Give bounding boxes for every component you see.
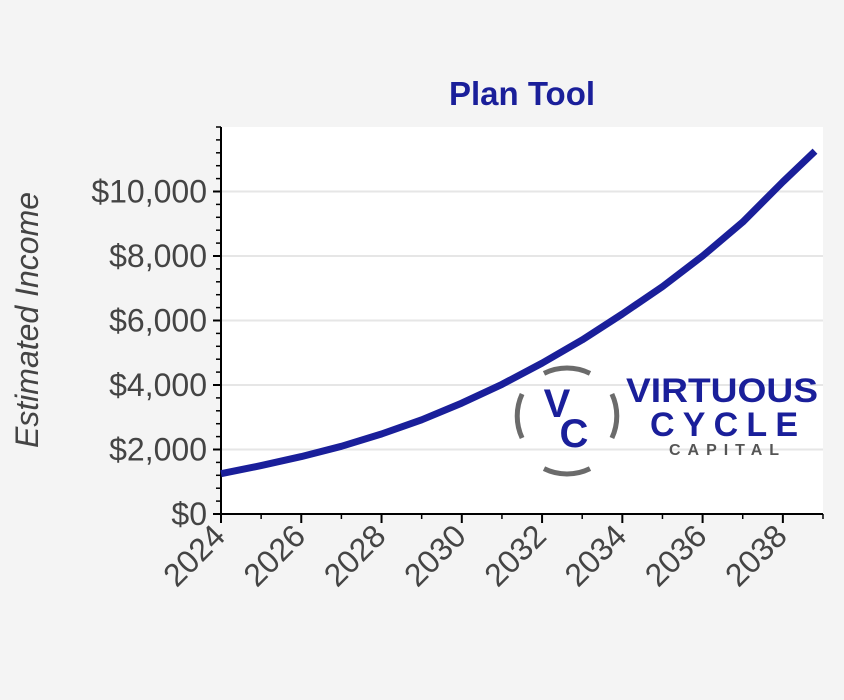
logo-monogram-v: V [544,382,571,426]
x-tick-label: 2034 [557,517,633,593]
chart-title: Plan Tool [449,75,595,112]
x-tick-label: 2028 [317,517,393,593]
x-tick-label: 2026 [236,517,312,593]
logo-word-cycle: CYCLE [650,406,798,444]
x-tick-label: 2024 [156,517,232,593]
x-tick-label: 2036 [638,517,714,593]
logo-ring [514,365,620,477]
y-ticks: $0 $2,000 $4,000 $6,000 $8,000 $10,000 [91,126,221,532]
x-tick-label: 2032 [477,517,553,593]
series-layer [220,148,818,478]
x-tick-label: 2038 [718,517,794,593]
y-tick-label: $2,000 [109,432,207,468]
y-tick-label: $0 [171,496,207,532]
logo-word-capital: CAPITAL [669,442,779,459]
y-tick-label: $8,000 [109,238,207,274]
x-tick-label: 2030 [397,517,473,593]
income-series-line [220,148,818,478]
y-axis-title: Estimated Income [9,192,45,448]
y-tick-label: $10,000 [91,174,207,210]
y-tick-label: $4,000 [109,367,207,403]
y-tick-label: $6,000 [109,303,207,339]
x-ticks: 2024 2026 2028 2030 2032 2034 2036 2038 [156,514,824,593]
logo-word-virtuous: VIRTUOUS [626,372,818,410]
logo-monogram-c: C [560,412,589,456]
